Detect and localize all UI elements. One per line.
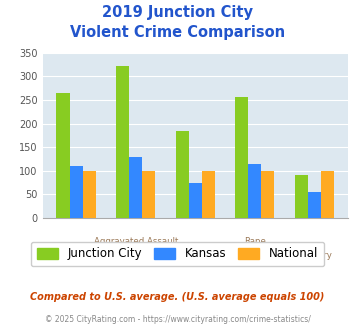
Bar [202, 171, 215, 218]
Text: Murder & Mans...: Murder & Mans... [158, 251, 232, 260]
Legend: Junction City, Kansas, National: Junction City, Kansas, National [31, 242, 324, 266]
Text: Violent Crime Comparison: Violent Crime Comparison [70, 25, 285, 40]
Bar [116, 66, 129, 218]
Bar [321, 171, 334, 218]
Text: Rape: Rape [244, 237, 266, 246]
Text: Compared to U.S. average. (U.S. average equals 100): Compared to U.S. average. (U.S. average … [30, 292, 325, 302]
Text: © 2025 CityRating.com - https://www.cityrating.com/crime-statistics/: © 2025 CityRating.com - https://www.city… [45, 315, 310, 324]
Text: Aggravated Assault: Aggravated Assault [93, 237, 178, 246]
Bar [295, 175, 308, 218]
Bar [83, 171, 96, 218]
Bar [235, 97, 248, 218]
Text: Robbery: Robbery [296, 251, 332, 260]
Bar [261, 171, 274, 218]
Text: 2019 Junction City: 2019 Junction City [102, 5, 253, 20]
Bar [142, 171, 155, 218]
Bar [129, 157, 142, 218]
Text: All Violent Crime: All Violent Crime [40, 251, 112, 260]
Bar [248, 164, 261, 218]
Bar [56, 93, 70, 218]
Bar [176, 131, 189, 218]
Bar [308, 192, 321, 218]
Bar [189, 183, 202, 218]
Bar [70, 166, 83, 218]
